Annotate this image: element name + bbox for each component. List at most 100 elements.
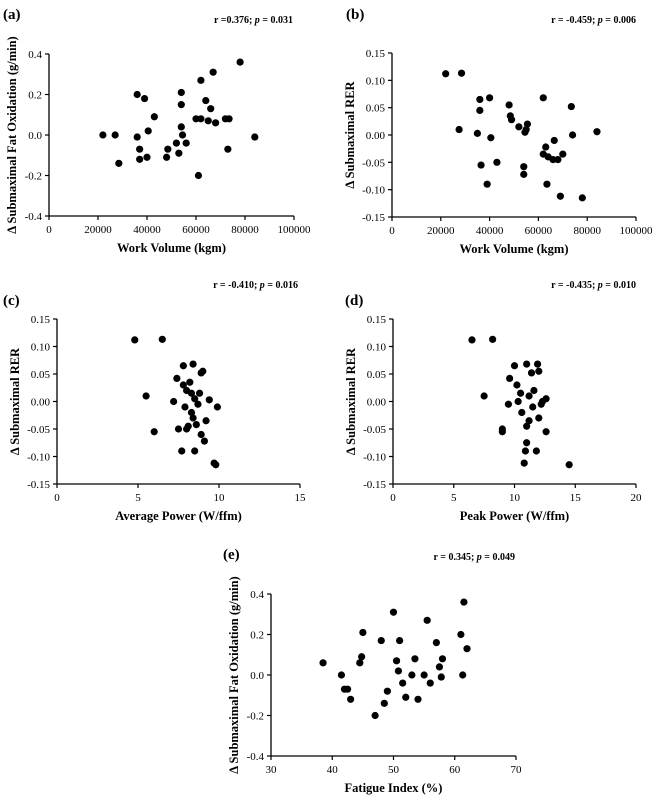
data-point: [195, 389, 204, 397]
stat-p-symbol: p: [476, 552, 482, 563]
data-point: [178, 131, 187, 139]
data-point: [356, 659, 364, 667]
x-tick-label: 5: [451, 492, 457, 504]
y-axis-title: Δ Submaximal RER: [8, 347, 22, 455]
x-tick-label: 15: [295, 492, 307, 504]
y-axis-title: Δ Submaximal RER: [344, 347, 358, 455]
y-tick-label: 0.00: [366, 130, 386, 142]
data-point: [173, 374, 181, 382]
correlation-stat: r = 0.345; p = 0.049: [434, 552, 516, 563]
data-point: [543, 180, 551, 188]
data-point: [554, 156, 562, 164]
data-point: [174, 425, 183, 433]
x-tick-label: 0: [46, 224, 52, 236]
data-point: [477, 161, 485, 169]
x-tick-label: 0: [54, 492, 60, 504]
data-point: [377, 636, 385, 645]
data-point: [518, 408, 526, 417]
data-point: [187, 389, 196, 397]
data-point: [140, 94, 149, 103]
data-point: [535, 414, 543, 422]
data-point: [389, 608, 398, 616]
data-point: [204, 117, 212, 125]
correlation-stat: r = -0.410; p = 0.016: [213, 280, 298, 291]
data-point: [463, 645, 471, 653]
data-point: [460, 598, 468, 606]
data-point: [358, 653, 366, 661]
y-tick-label: -0.10: [27, 452, 50, 464]
y-tick-label: -0.2: [247, 711, 264, 723]
y-tick-label: -0.4: [247, 751, 265, 763]
data-point: [202, 96, 210, 105]
y-tick-label: 0.0: [250, 670, 264, 682]
y-tick-label: 0.05: [366, 103, 386, 115]
x-tick-label: 100000: [278, 224, 312, 236]
data-point: [225, 115, 233, 123]
chart-panel-5: (e) r = 0.345; p = 0.049 30 40 50 60 70 -0.4 -0.…: [223, 547, 522, 795]
data-point: [182, 139, 190, 147]
data-point: [530, 386, 538, 395]
x-tick-label: 100000: [620, 225, 654, 237]
y-axis-title: Δ Submaximal RER: [343, 80, 357, 188]
x-tick-label: 80000: [231, 224, 259, 236]
data-point: [523, 422, 531, 430]
chart-panel-2: (b) r = -0.459; p = 0.006 0 20000 40000 60000…: [343, 7, 653, 256]
data-point: [535, 367, 543, 375]
y-tick-label: 0.10: [31, 342, 51, 354]
data-point: [380, 699, 388, 707]
y-tick-label: 0.15: [31, 314, 51, 326]
data-point: [504, 400, 513, 408]
data-point: [197, 76, 205, 84]
data-point: [213, 403, 221, 411]
stat-p-symbol: p: [597, 15, 603, 26]
stat-p-value: = 0.031: [260, 15, 293, 26]
data-point: [437, 673, 445, 681]
y-tick-label: 0.4: [250, 589, 264, 601]
panel-label: (d): [345, 293, 363, 309]
data-point: [359, 628, 367, 637]
x-tick-label: 40: [327, 764, 339, 776]
y-tick-label: -0.4: [25, 211, 43, 223]
stat-r: r = -0.435;: [551, 280, 598, 291]
data-point: [486, 94, 494, 102]
x-tick-label: 10: [509, 492, 521, 504]
data-point: [115, 159, 123, 167]
data-point: [111, 131, 119, 139]
data-point: [480, 392, 488, 400]
data-point: [426, 679, 434, 687]
y-tick-label: 0.10: [367, 342, 387, 354]
data-point: [192, 421, 200, 429]
stat-r: r = -0.459;: [551, 15, 598, 26]
stat-r: r =0.376;: [214, 15, 255, 26]
chart-panel-4: (d) r = -0.435; p = 0.010 0 5 10 15 20 -0.15 -0.…: [344, 280, 642, 523]
data-point: [533, 360, 542, 368]
stat-p-symbol: p: [597, 280, 603, 291]
x-tick-label: 40000: [476, 225, 504, 237]
x-axis-title: Peak Power (W/ffm): [460, 509, 569, 523]
data-point: [191, 395, 199, 403]
panel-label: (c): [3, 293, 20, 309]
data-point: [568, 131, 577, 139]
x-tick-label: 10: [214, 492, 226, 504]
x-tick-label: 60: [449, 764, 461, 776]
data-point: [184, 422, 192, 430]
x-tick-label: 0: [389, 225, 395, 237]
chart-panel-1: (a) r =0.376; p = 0.031 0 20000 40000 60000 80…: [3, 7, 311, 255]
data-point: [236, 58, 244, 66]
data-point: [556, 192, 564, 200]
correlation-stat: r = -0.459; p = 0.006: [551, 15, 636, 26]
data-point: [394, 667, 402, 675]
x-tick-label: 60000: [525, 225, 553, 237]
data-point: [194, 400, 202, 408]
data-point: [578, 194, 586, 202]
stat-p-value: = 0.016: [265, 280, 298, 291]
y-tick-label: -0.2: [25, 171, 42, 183]
data-point: [468, 336, 476, 344]
data-point: [251, 133, 259, 141]
stat-r: r = -0.410;: [213, 280, 260, 291]
data-point: [438, 655, 447, 663]
data-point: [396, 636, 404, 645]
y-tick-label: 0.00: [367, 397, 387, 409]
y-tick-label: 0.2: [28, 90, 42, 102]
